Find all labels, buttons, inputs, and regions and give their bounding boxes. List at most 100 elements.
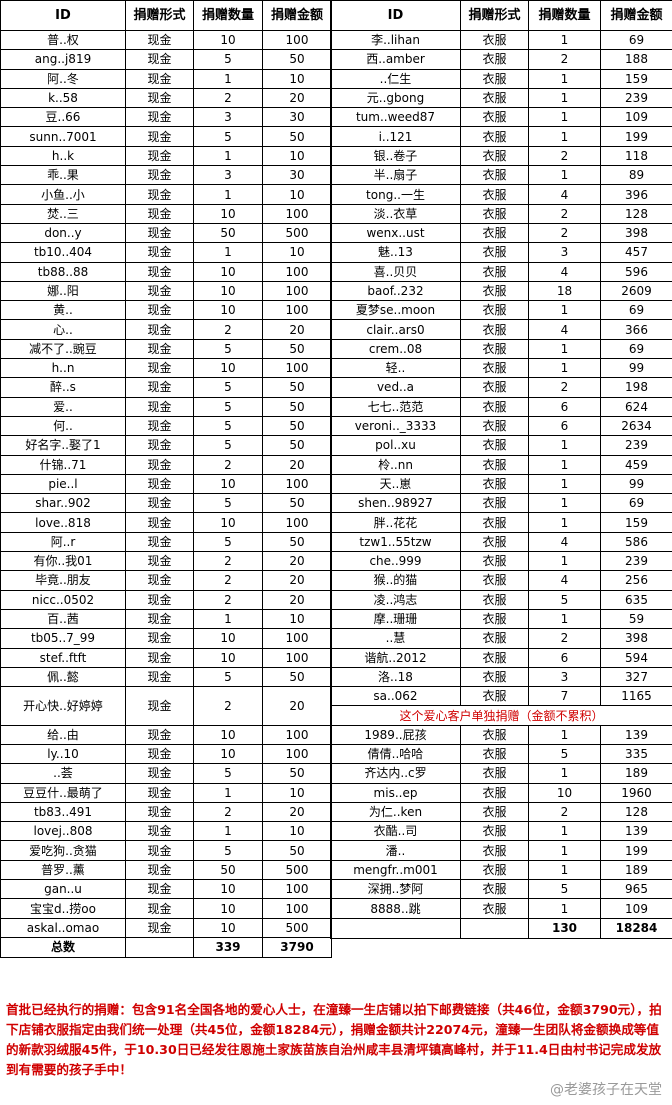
cell: 69 [600, 29, 672, 51]
cell: 什锦..71 [0, 454, 126, 475]
row: love..818 现金 10 100 [0, 512, 332, 533]
cell: 现金 [125, 377, 194, 398]
cell: 焚..三 [0, 203, 126, 224]
cell: 3 [193, 107, 263, 128]
row: stef..ftft 现金 10 100 [0, 647, 332, 668]
cell: 100 [262, 724, 332, 745]
cell: 现金 [125, 473, 194, 495]
cell: 159 [600, 512, 672, 533]
cell: 3 [528, 666, 601, 688]
cell: 阿..冬 [0, 68, 126, 89]
cell [460, 917, 529, 939]
cell: 元..gbong [330, 87, 461, 109]
cell: 10 [193, 300, 263, 321]
cell: 现金 [125, 628, 194, 649]
cell: 衣服 [460, 107, 529, 128]
header-cell: 捐赠形式 [125, 0, 194, 31]
cell: 现金 [125, 898, 194, 919]
row: 爱.. 现金 5 50 [0, 396, 332, 417]
cell: pol..xu [330, 435, 461, 456]
cell: love..818 [0, 512, 126, 533]
cell: 现金 [125, 763, 194, 784]
cell: 1 [528, 107, 601, 128]
row: ..荟 现金 5 50 [0, 763, 332, 784]
cell: 5 [528, 743, 601, 765]
cell: 现金 [125, 415, 194, 437]
cell: 10 [193, 473, 263, 495]
cell: 4 [528, 531, 601, 553]
header-row: ID 捐赠形式 捐赠数量 捐赠金额 [330, 0, 672, 31]
cell: 2 [528, 203, 601, 224]
cell: 衣服 [460, 319, 529, 340]
cell: 199 [600, 840, 672, 861]
cell: 2 [193, 801, 263, 823]
cell: 1 [528, 493, 601, 514]
row: 爱吃狗..贪猫 现金 5 50 [0, 840, 332, 861]
cell: 洛..18 [330, 666, 461, 688]
cell: 69 [600, 300, 672, 321]
cell: 50 [262, 763, 332, 784]
cell: 2 [193, 454, 263, 475]
row: tb10..404 现金 1 10 [0, 242, 332, 263]
cell: 20 [262, 686, 332, 726]
cell: 毕竟..朋友 [0, 570, 126, 591]
cell: 衣服 [460, 203, 529, 224]
cell: 现金 [125, 686, 194, 726]
row: 减不了..豌豆 现金 5 50 [0, 338, 332, 360]
cell: 衣服 [460, 454, 529, 475]
cell: baof..232 [330, 280, 461, 302]
row: 凌..鸿志 衣服 5 635 [330, 589, 672, 610]
row: ang..j819 现金 5 50 [0, 49, 332, 70]
cell: 10 [262, 821, 332, 842]
cell: 5 [193, 396, 263, 417]
cell: 4 [528, 570, 601, 591]
cell: 100 [262, 473, 332, 495]
cell: 89 [600, 165, 672, 186]
cell: 500 [262, 917, 332, 938]
cell: 现金 [125, 49, 194, 70]
cell: 2 [528, 222, 601, 244]
cell: 8888..跳 [330, 898, 461, 919]
row: 潘.. 衣服 1 199 [330, 840, 672, 861]
cell: sunn..7001 [0, 126, 126, 147]
cell: 59 [600, 608, 672, 630]
cell: 魅..13 [330, 242, 461, 263]
row: 何.. 现金 5 50 [0, 415, 332, 437]
cell: 衣服 [460, 280, 529, 302]
cell: 100 [262, 898, 332, 919]
cell: 335 [600, 743, 672, 765]
row: 轻.. 衣服 1 99 [330, 358, 672, 379]
header-cell: 捐赠金额 [600, 0, 672, 31]
header-cell: ID [0, 0, 126, 31]
cell: 天..崽 [330, 473, 461, 495]
cell: 2 [193, 87, 263, 109]
cell: 爱吃狗..贪猫 [0, 840, 126, 861]
cell: 596 [600, 261, 672, 282]
row: lovej..808 现金 1 10 [0, 821, 332, 842]
row: h..k 现金 1 10 [0, 145, 332, 167]
row: tb88..88 现金 10 100 [0, 261, 332, 282]
cell: 1 [528, 821, 601, 842]
cell: tzw1..55tzw [330, 531, 461, 553]
cell: 现金 [125, 493, 194, 514]
row: baof..232 衣服 18 2609 [330, 280, 672, 302]
cell: 5 [193, 493, 263, 514]
cell: 50 [262, 666, 332, 688]
row: 魅..13 衣服 3 457 [330, 242, 672, 263]
cell: lovej..808 [0, 821, 126, 842]
cell: 100 [262, 628, 332, 649]
cell: ..荟 [0, 763, 126, 784]
cell: 139 [600, 821, 672, 842]
cell: 10 [193, 280, 263, 302]
cell: mengfr..m001 [330, 859, 461, 881]
cell: shen..98927 [330, 493, 461, 514]
cell: 1 [193, 821, 263, 842]
cell: 1 [528, 724, 601, 745]
cell: 30 [262, 107, 332, 128]
cell: 胖..花花 [330, 512, 461, 533]
cell: 635 [600, 589, 672, 610]
cell: 100 [262, 879, 332, 900]
cell: 衣服 [460, 184, 529, 205]
cell: 50 [262, 840, 332, 861]
cell: 6 [528, 396, 601, 417]
